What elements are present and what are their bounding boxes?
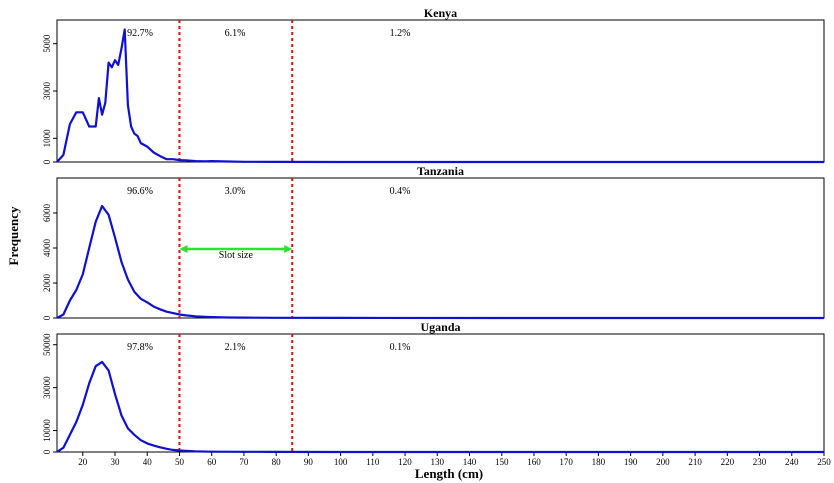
x-tick-label: 180 <box>592 457 606 467</box>
x-tick-label: 240 <box>785 457 799 467</box>
percent-label: 0.4% <box>390 186 411 197</box>
y-tick-label: 1000 <box>42 129 52 148</box>
x-tick-label: 250 <box>817 457 831 467</box>
panel-frame <box>56 333 825 453</box>
x-tick-label: 90 <box>304 457 314 467</box>
x-tick-label: 70 <box>239 457 249 467</box>
percent-label: 2.1% <box>225 342 246 353</box>
arrow-head-right <box>284 245 293 253</box>
x-tick-label: 130 <box>431 457 445 467</box>
y-tick-label: 0 <box>42 315 52 320</box>
y-tick-label: 4000 <box>42 239 52 258</box>
x-tick-label: 30 <box>111 457 121 467</box>
panel-frame <box>56 19 825 163</box>
x-tick-label: 60 <box>207 457 217 467</box>
x-tick-label: 100 <box>334 457 348 467</box>
y-axis-label: Frequency <box>6 206 21 265</box>
percent-label: 1.2% <box>390 28 411 39</box>
x-tick-label: 40 <box>143 457 153 467</box>
y-tick-label: 50000 <box>42 333 52 356</box>
x-tick-label: 170 <box>559 457 573 467</box>
x-tick-label: 230 <box>753 457 767 467</box>
y-tick-label: 6000 <box>42 204 52 223</box>
panel-title: Uganda <box>420 320 460 334</box>
y-tick-label: 30000 <box>42 376 52 399</box>
x-tick-label: 150 <box>495 457 509 467</box>
frequency-line <box>56 360 824 454</box>
frequency-line <box>56 204 824 320</box>
slot-size-label: Slot size <box>219 250 254 261</box>
arrow-head-left <box>179 245 188 253</box>
percent-label: 3.0% <box>225 186 246 197</box>
x-axis-label: Length (cm) <box>415 466 483 481</box>
x-tick-label: 20 <box>78 457 88 467</box>
panel-title: Kenya <box>424 6 457 20</box>
y-tick-label: 0 <box>42 159 52 164</box>
y-tick-label: 2000 <box>42 274 52 293</box>
x-tick-label: 210 <box>688 457 702 467</box>
y-tick-label: 3000 <box>42 82 52 101</box>
x-tick-label: 110 <box>366 457 380 467</box>
percent-label: 97.8% <box>127 342 153 353</box>
panel-title: Tanzania <box>417 164 464 178</box>
x-tick-label: 140 <box>463 457 477 467</box>
y-tick-label: 10000 <box>42 419 52 442</box>
percent-label: 96.6% <box>127 186 153 197</box>
x-tick-label: 220 <box>721 457 735 467</box>
x-tick-label: 50 <box>175 457 185 467</box>
percent-label: 92.7% <box>127 28 153 39</box>
y-tick-label: 5000 <box>42 34 52 53</box>
x-tick-label: 80 <box>272 457 282 467</box>
y-tick-label: 0 <box>42 449 52 454</box>
x-tick-label: 160 <box>527 457 541 467</box>
x-tick-label: 200 <box>656 457 670 467</box>
x-tick-label: 190 <box>624 457 638 467</box>
percent-label: 0.1% <box>390 342 411 353</box>
panel-frame <box>56 177 825 319</box>
frequency-line <box>56 28 824 164</box>
percent-label: 6.1% <box>225 28 246 39</box>
x-tick-label: 120 <box>398 457 412 467</box>
